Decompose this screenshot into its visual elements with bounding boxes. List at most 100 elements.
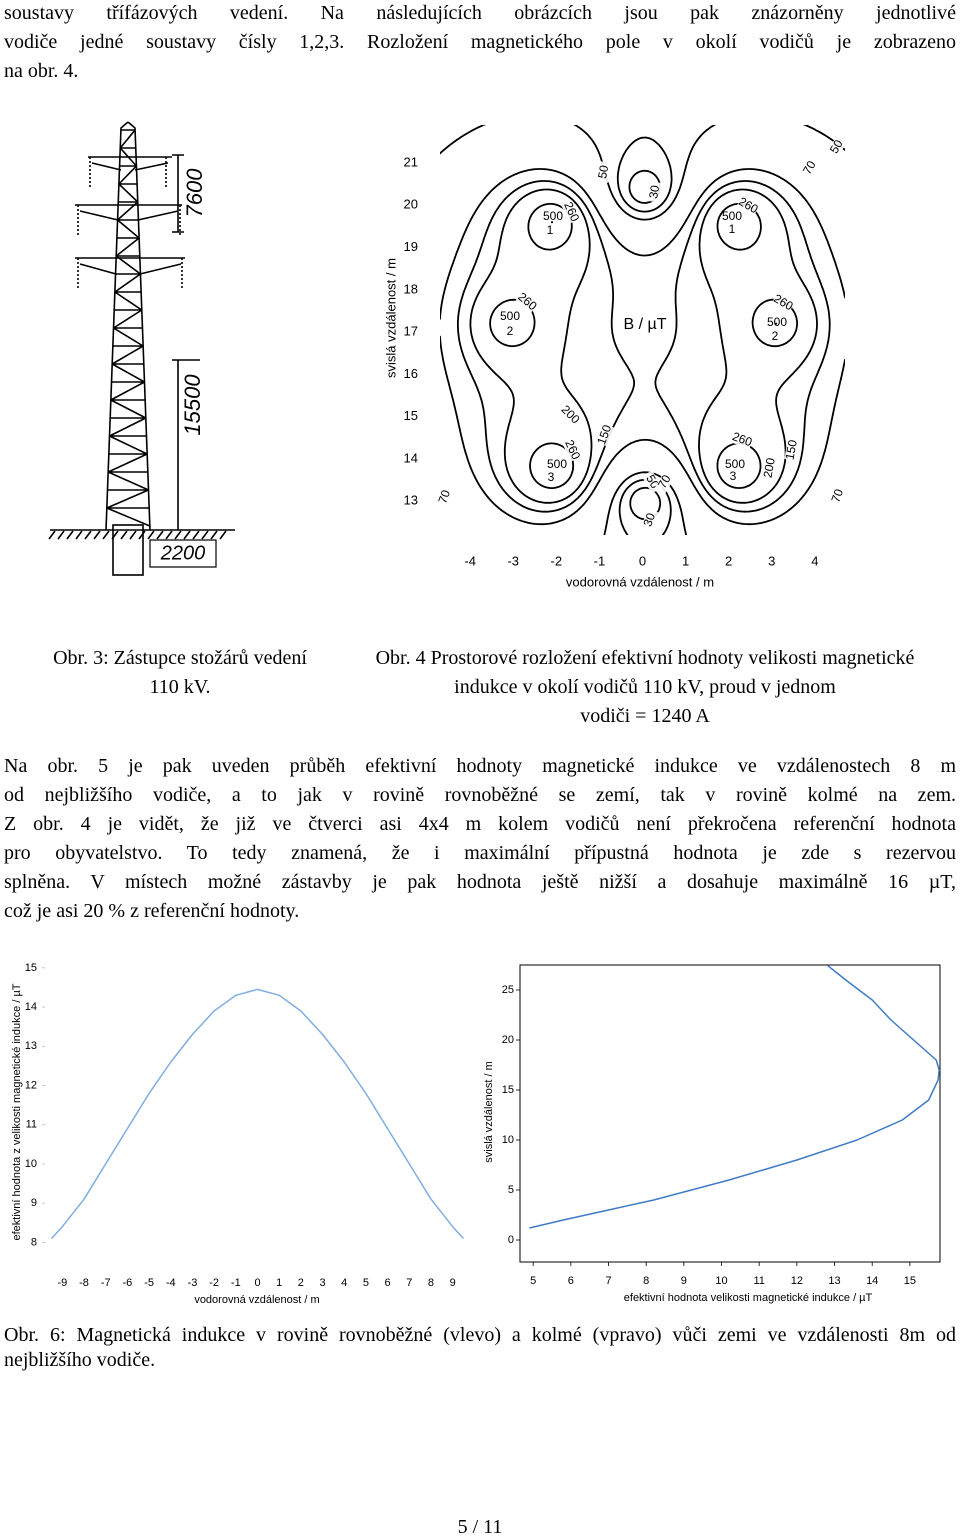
- contour-line: [457, 180, 831, 513]
- dimension-box: [149, 539, 217, 568]
- label-background: [730, 430, 754, 450]
- contour-line: [440, 125, 845, 535]
- x-tick-label: 3: [768, 553, 775, 568]
- x-tick-label: -5: [144, 1277, 154, 1289]
- y-tick-label: 20: [502, 1034, 514, 1046]
- label-background: [647, 181, 663, 203]
- x-tick-label: 4: [341, 1277, 347, 1289]
- y-tick-label: 12: [25, 1079, 37, 1091]
- crossarm: [75, 204, 182, 221]
- x-tick-label: 10: [715, 1275, 727, 1287]
- x-tick-label: 9: [450, 1277, 456, 1289]
- tower-leg: [105, 121, 151, 531]
- y-tick-label: 13: [404, 493, 418, 508]
- contour-label: 500: [500, 309, 520, 323]
- text-line: splněna. V místech možné zástavby je pak…: [4, 871, 956, 893]
- label-background: [828, 484, 848, 508]
- y-tick-label: 10: [502, 1134, 514, 1146]
- contour-label: 70: [655, 472, 674, 491]
- y-tick-label: 5: [508, 1184, 514, 1196]
- label-background: [561, 200, 581, 224]
- y-axis-label: svislá vzdálenost / m: [483, 1061, 495, 1162]
- x-tick-label: -1: [594, 553, 606, 568]
- text-line: vodiče jedné soustavy čísly 1,2,3. Rozlo…: [4, 31, 956, 53]
- x-tick-label: -6: [123, 1277, 133, 1289]
- y-tick-label: 10: [25, 1158, 37, 1170]
- crossarm: [88, 156, 172, 171]
- contour-line: [489, 203, 798, 489]
- x-tick-label: 12: [791, 1275, 803, 1287]
- x-tick-label: 5: [363, 1277, 369, 1289]
- x-tick-label: 1: [276, 1277, 282, 1289]
- contour-label: 200: [761, 456, 778, 478]
- x-tick-label: 2: [298, 1277, 304, 1289]
- x-tick-label: -8: [79, 1277, 89, 1289]
- y-tick-label: 14: [25, 1001, 37, 1013]
- y-tick-label: 15: [404, 408, 418, 423]
- x-tick-label: -2: [209, 1277, 219, 1289]
- label-background: [558, 403, 582, 427]
- caption: indukce v okolí vodičů 110 kV, proud v j…: [454, 676, 836, 698]
- contour-label: 260: [561, 200, 582, 224]
- y-tick-label: 20: [404, 197, 418, 212]
- conductor-label: 3: [548, 470, 555, 484]
- conductor-label: 1: [729, 222, 736, 236]
- data-line: [50, 988, 465, 1240]
- y-tick-label: 15: [25, 962, 37, 974]
- x-tick-label: -2: [551, 553, 563, 568]
- label-background: [736, 195, 760, 217]
- y-tick-label: 25: [502, 984, 514, 996]
- caption: Obr. 3: Zástupce stožárů vedení: [53, 647, 307, 669]
- x-tick-label: 15: [904, 1275, 916, 1287]
- x-tick-label: 14: [866, 1275, 878, 1287]
- x-tick-label: -4: [464, 553, 476, 568]
- dimension-label: 15500: [180, 374, 205, 436]
- conductor-label: 2: [772, 329, 779, 343]
- label-background: [596, 161, 612, 183]
- x-tick-label: 0: [639, 553, 646, 568]
- text-line: Z obr. 4 je vidět, že již ve čtverci asi…: [4, 813, 956, 835]
- x-tick-label: 9: [681, 1275, 687, 1287]
- x-tick-label: 7: [406, 1277, 412, 1289]
- y-tick-label: 19: [404, 239, 418, 254]
- x-tick-label: 13: [828, 1275, 840, 1287]
- text-line: od nejbližšího vodiče, a to jak v rovině…: [4, 784, 956, 806]
- ground-hatch: [48, 530, 227, 540]
- contour-label: 70: [800, 158, 819, 177]
- label-background: [799, 156, 821, 180]
- contour-label: 50: [827, 137, 846, 156]
- y-tick-label: 17: [404, 324, 418, 339]
- insulators: [77, 157, 183, 290]
- caption: 110 kV.: [149, 676, 211, 698]
- contour-lines: [440, 125, 845, 535]
- contour-label: 500: [767, 315, 787, 329]
- dimension-label: 2200: [160, 542, 206, 564]
- contour-label: 500: [725, 457, 745, 471]
- x-tick-label: 5: [530, 1275, 536, 1287]
- page-number: 5 / 11: [457, 1516, 503, 1538]
- tower-drawing: [48, 121, 235, 576]
- caption: Obr. 6: Magnetická indukce v rovině rovn…: [4, 1324, 956, 1346]
- contour-label: 70: [828, 487, 846, 505]
- y-axis-label: svislá vzdálenost / m: [383, 258, 398, 378]
- x-tick-label: 4: [811, 553, 818, 568]
- text-line: soustavy třífázových vedení. Na následuj…: [4, 2, 956, 24]
- y-tick-label: 21: [404, 154, 418, 169]
- data-line: [529, 965, 940, 1229]
- crossarm: [75, 257, 185, 275]
- label-background: [784, 439, 800, 461]
- x-tick-label: 2: [725, 553, 732, 568]
- contour-label: 500: [722, 209, 742, 223]
- contour-label: 50: [595, 164, 611, 180]
- x-tick-label: 1: [682, 553, 689, 568]
- label-background: [435, 485, 455, 509]
- contour-label: 150: [594, 423, 614, 447]
- contour-line: [440, 168, 845, 526]
- tower-lattice: [106, 129, 151, 527]
- text-line: Na obr. 5 je pak uveden průběh efektivní…: [4, 755, 956, 777]
- y-tick-label: 8: [31, 1236, 37, 1248]
- x-tick-label: 3: [319, 1277, 325, 1289]
- contour-label: 500: [547, 457, 567, 471]
- contour-label: 150: [783, 438, 800, 460]
